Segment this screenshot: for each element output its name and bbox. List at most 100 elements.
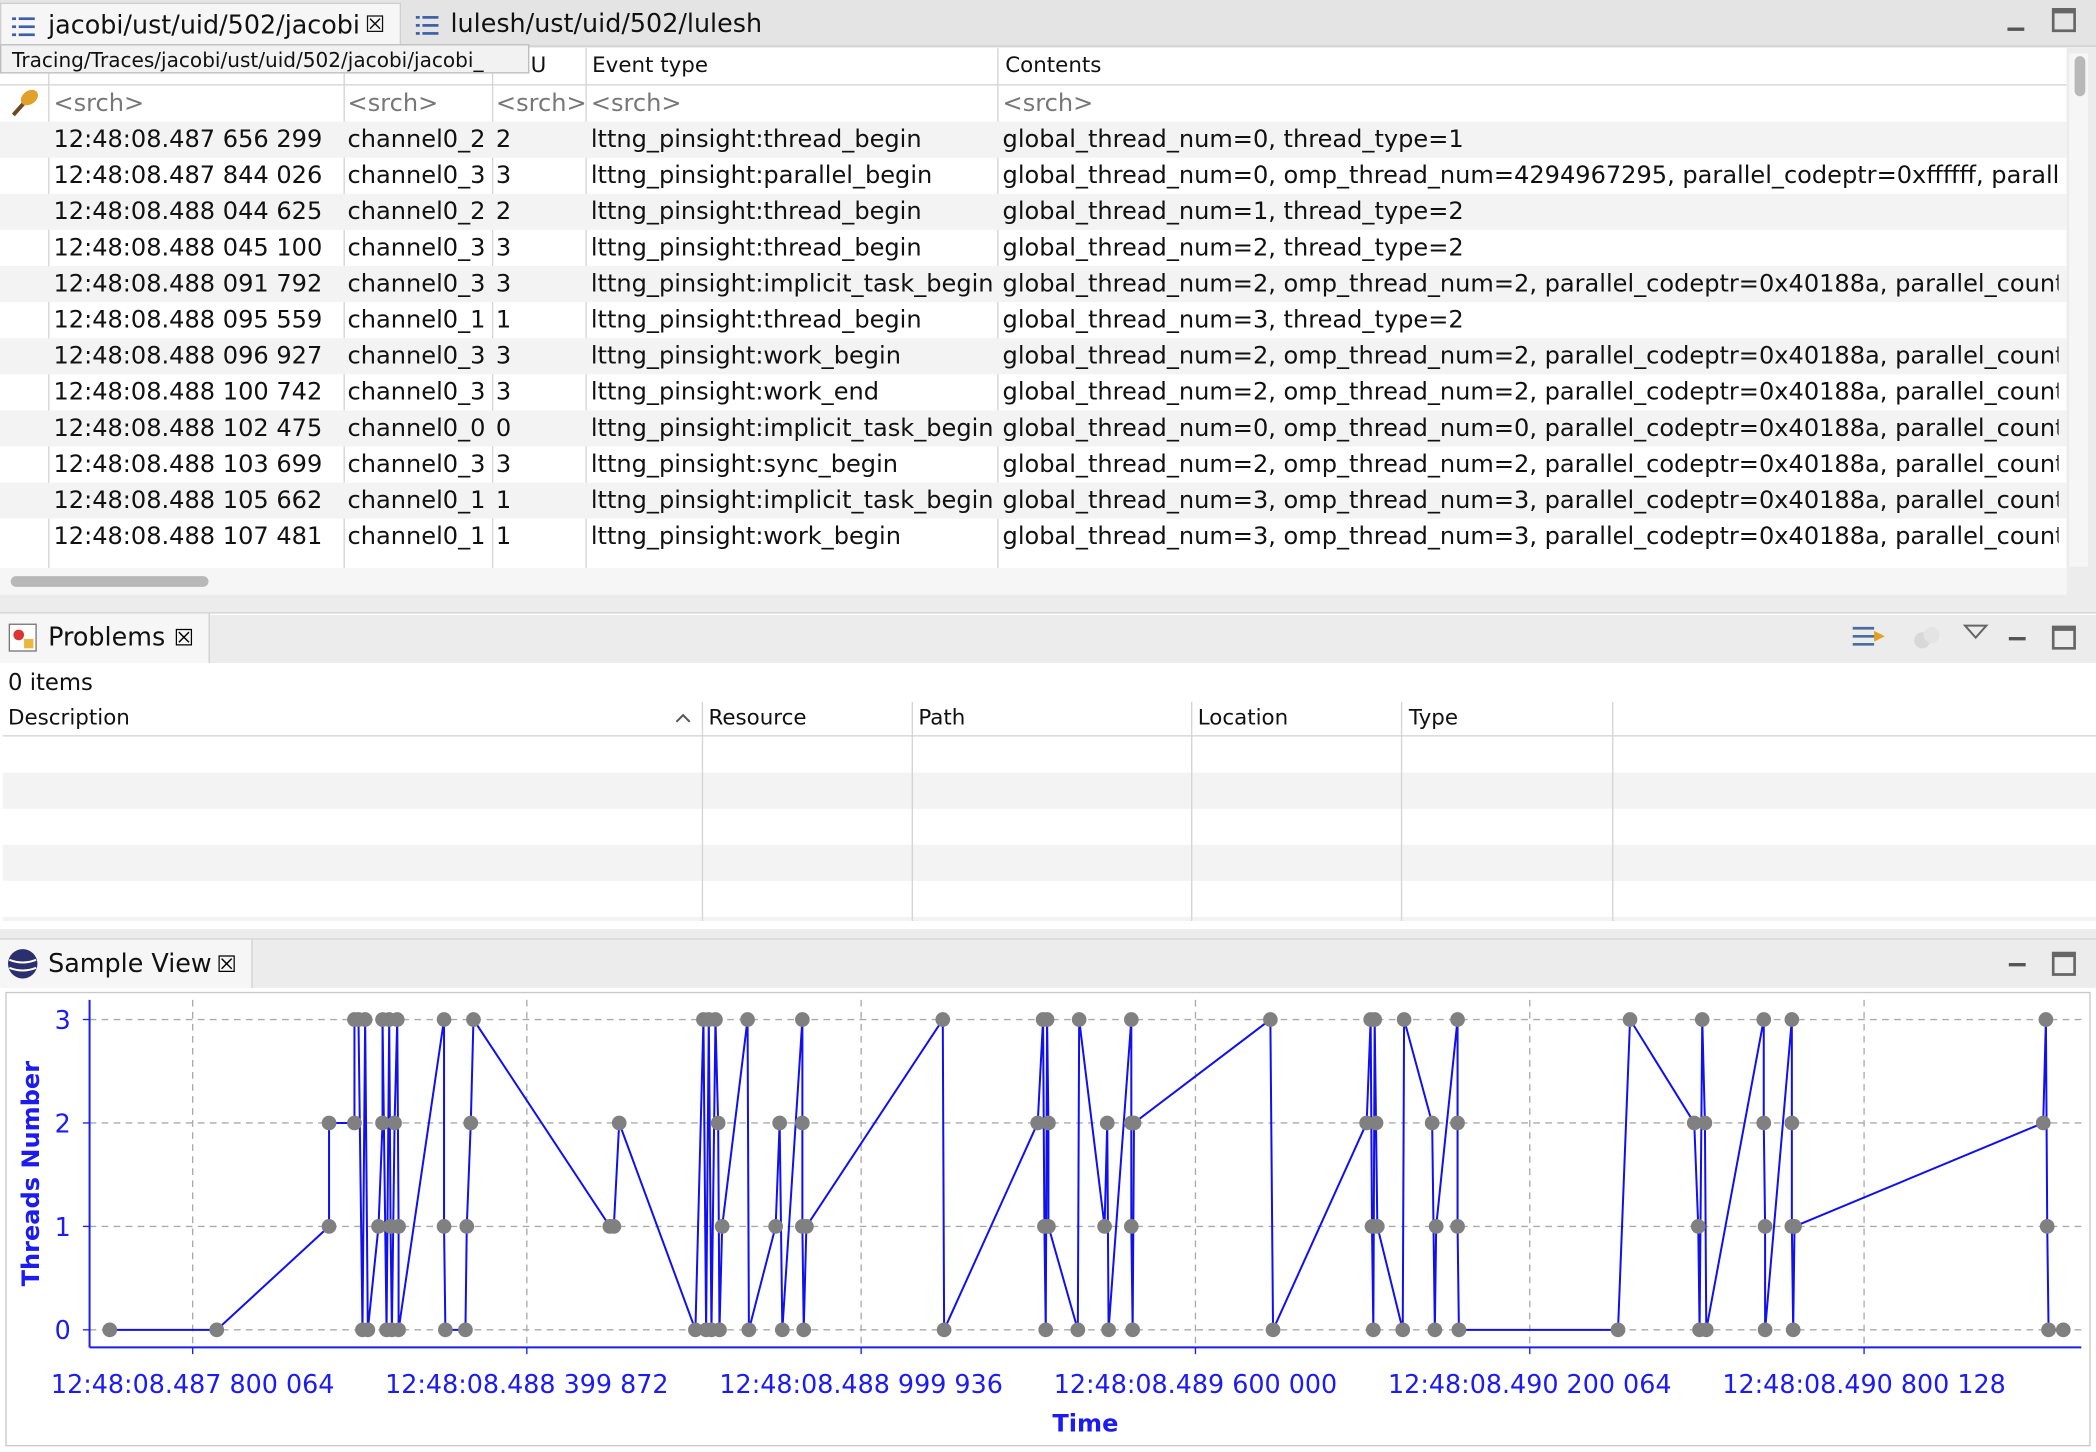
column-header[interactable]: Location: [1197, 704, 1289, 730]
column-divider: [997, 48, 999, 569]
y-tick-label: 3: [55, 1005, 71, 1035]
close-button[interactable]: ☒: [173, 625, 195, 653]
toolbar-button[interactable]: [1850, 620, 1890, 655]
data-point: [321, 1219, 337, 1234]
table-cell: 12:48:08.488 102 475: [53, 414, 323, 443]
data-point: [391, 1219, 406, 1234]
x-tick-label: 12:48:08.490 200 064: [1388, 1369, 1671, 1399]
problems-table: Description Resource Path Location Type: [2, 701, 2096, 922]
table-cell: channel0_3: [347, 378, 486, 407]
view-tab[interactable]: [0, 939, 253, 988]
data-point: [1123, 1012, 1139, 1027]
x-tick-label: 12:48:08.490 800 128: [1722, 1369, 2005, 1399]
maximize-button[interactable]: [2051, 625, 2076, 650]
table-cell: 12:48:08.488 100 742: [53, 378, 323, 407]
chart: 0 1 2 3 12:48:08.487 800 064 12:48:08.488 399…: [17, 999, 2082, 1438]
table-cell: global_thread_num=2, omp_thread_num=2, p…: [1002, 450, 2059, 479]
table-cell: lttng_pinsight:work_end: [590, 378, 880, 407]
toolbar-button[interactable]: [1912, 623, 1944, 652]
column-header[interactable]: Description: [8, 704, 130, 730]
data-point: [1099, 1115, 1115, 1131]
x-tick-label: 12:48:08.489 600 000: [1054, 1369, 1337, 1399]
data-point: [1756, 1115, 1772, 1131]
minimize-button[interactable]: ▁: [2007, 5, 2025, 31]
data-point: [1038, 1322, 1054, 1338]
tab-jacobi[interactable]: jacobi/ust/uid/502/jacobi ☒: [0, 2, 402, 47]
data-point: [936, 1322, 952, 1338]
data-point: [1263, 1012, 1278, 1027]
data-point: [436, 1219, 452, 1234]
data-point: [1756, 1012, 1772, 1027]
row-stripe: [2, 916, 2096, 922]
item-count: 0 items: [8, 669, 93, 697]
data-point: [436, 1012, 452, 1027]
table-cell: 2: [495, 125, 512, 154]
data-point: [458, 1322, 473, 1338]
data-point: [2041, 1322, 2056, 1338]
data-point: [1395, 1322, 1411, 1338]
data-point: [1369, 1219, 1385, 1234]
data-point: [741, 1322, 757, 1338]
tab-lulesh[interactable]: lulesh/ust/uid/502/lulesh: [409, 3, 770, 46]
column-divider: [911, 701, 913, 922]
table-cell: 12:48:08.488 045 100: [53, 233, 323, 262]
data-point: [1030, 1115, 1046, 1131]
table-cell: channel0_3: [347, 233, 486, 262]
table-cell: lttng_pinsight:sync_begin: [590, 450, 899, 479]
horizontal-scrollbar[interactable]: [0, 568, 2067, 595]
tooltip: Tracing/Traces/jacobi/ust/uid/502/jacobi…: [0, 44, 530, 74]
table-cell: global_thread_num=2, omp_thread_num=2, p…: [1002, 378, 2059, 407]
minimize-button[interactable]: ▁: [2009, 941, 2026, 967]
data-point: [1424, 1115, 1440, 1131]
data-point: [1041, 1115, 1056, 1131]
data-point: [1070, 1322, 1086, 1338]
data-point: [1686, 1115, 1702, 1131]
close-button[interactable]: ☒: [364, 12, 386, 39]
column-divider: [1400, 701, 1403, 922]
close-button[interactable]: ☒: [216, 951, 237, 979]
column-header[interactable]: Type: [1408, 704, 1459, 730]
vertical-scrollbar[interactable]: [2069, 53, 2088, 567]
x-tick-label: 12:48:08.488 999 936: [719, 1369, 1002, 1399]
data-point: [102, 1322, 118, 1338]
data-point: [1125, 1322, 1141, 1338]
data-point: [459, 1219, 475, 1234]
row-stripe: [0, 266, 2067, 303]
table-cell: channel0_3: [347, 270, 486, 299]
maximize-button[interactable]: [2051, 951, 2076, 976]
table-cell: lttng_pinsight:implicit_task_begin: [590, 270, 994, 299]
y-tick-label: 2: [55, 1108, 71, 1138]
table-cell: global_thread_num=0, omp_thread_num=4294…: [1002, 161, 2059, 190]
data-point: [1784, 1115, 1800, 1131]
tab-label: lulesh/ust/uid/502/lulesh: [450, 9, 763, 39]
tab-icon: [415, 16, 439, 35]
table-cell: 12:48:08.488 107 481: [53, 522, 323, 551]
y-axis-label: Threads Number: [17, 1061, 45, 1287]
column-header[interactable]: U: [530, 52, 547, 78]
row-stripe: [0, 482, 2067, 519]
view-menu[interactable]: [1962, 623, 1989, 642]
data-point: [1428, 1219, 1444, 1234]
search-cell: <srch>: [495, 89, 587, 118]
column-header[interactable]: Resource: [708, 704, 807, 730]
column-header[interactable]: Contents: [1005, 52, 1102, 78]
data-point: [1071, 1012, 1087, 1027]
data-point: [796, 1322, 812, 1338]
x-axis-label: Time: [1052, 1410, 1118, 1438]
table-cell: 12:48:08.488 096 927: [53, 342, 323, 371]
row-stripe: [0, 338, 2067, 375]
view-icon: [8, 949, 38, 979]
column-header[interactable]: Path: [918, 704, 966, 730]
table-cell: global_thread_num=0, omp_thread_num=0, p…: [1002, 414, 2059, 443]
maximize-button[interactable]: [2051, 8, 2076, 33]
minimize-button[interactable]: ▁: [2009, 614, 2026, 641]
view-header: [0, 939, 2096, 988]
data-point: [611, 1115, 627, 1131]
table-cell: 12:48:08.487 656 299: [53, 125, 323, 154]
data-point: [1787, 1219, 1802, 1234]
column-header[interactable]: Event type: [592, 52, 709, 78]
table-cell: 3: [495, 161, 512, 190]
data-point: [1365, 1322, 1381, 1338]
data-point: [712, 1322, 727, 1338]
data-point: [714, 1219, 730, 1234]
